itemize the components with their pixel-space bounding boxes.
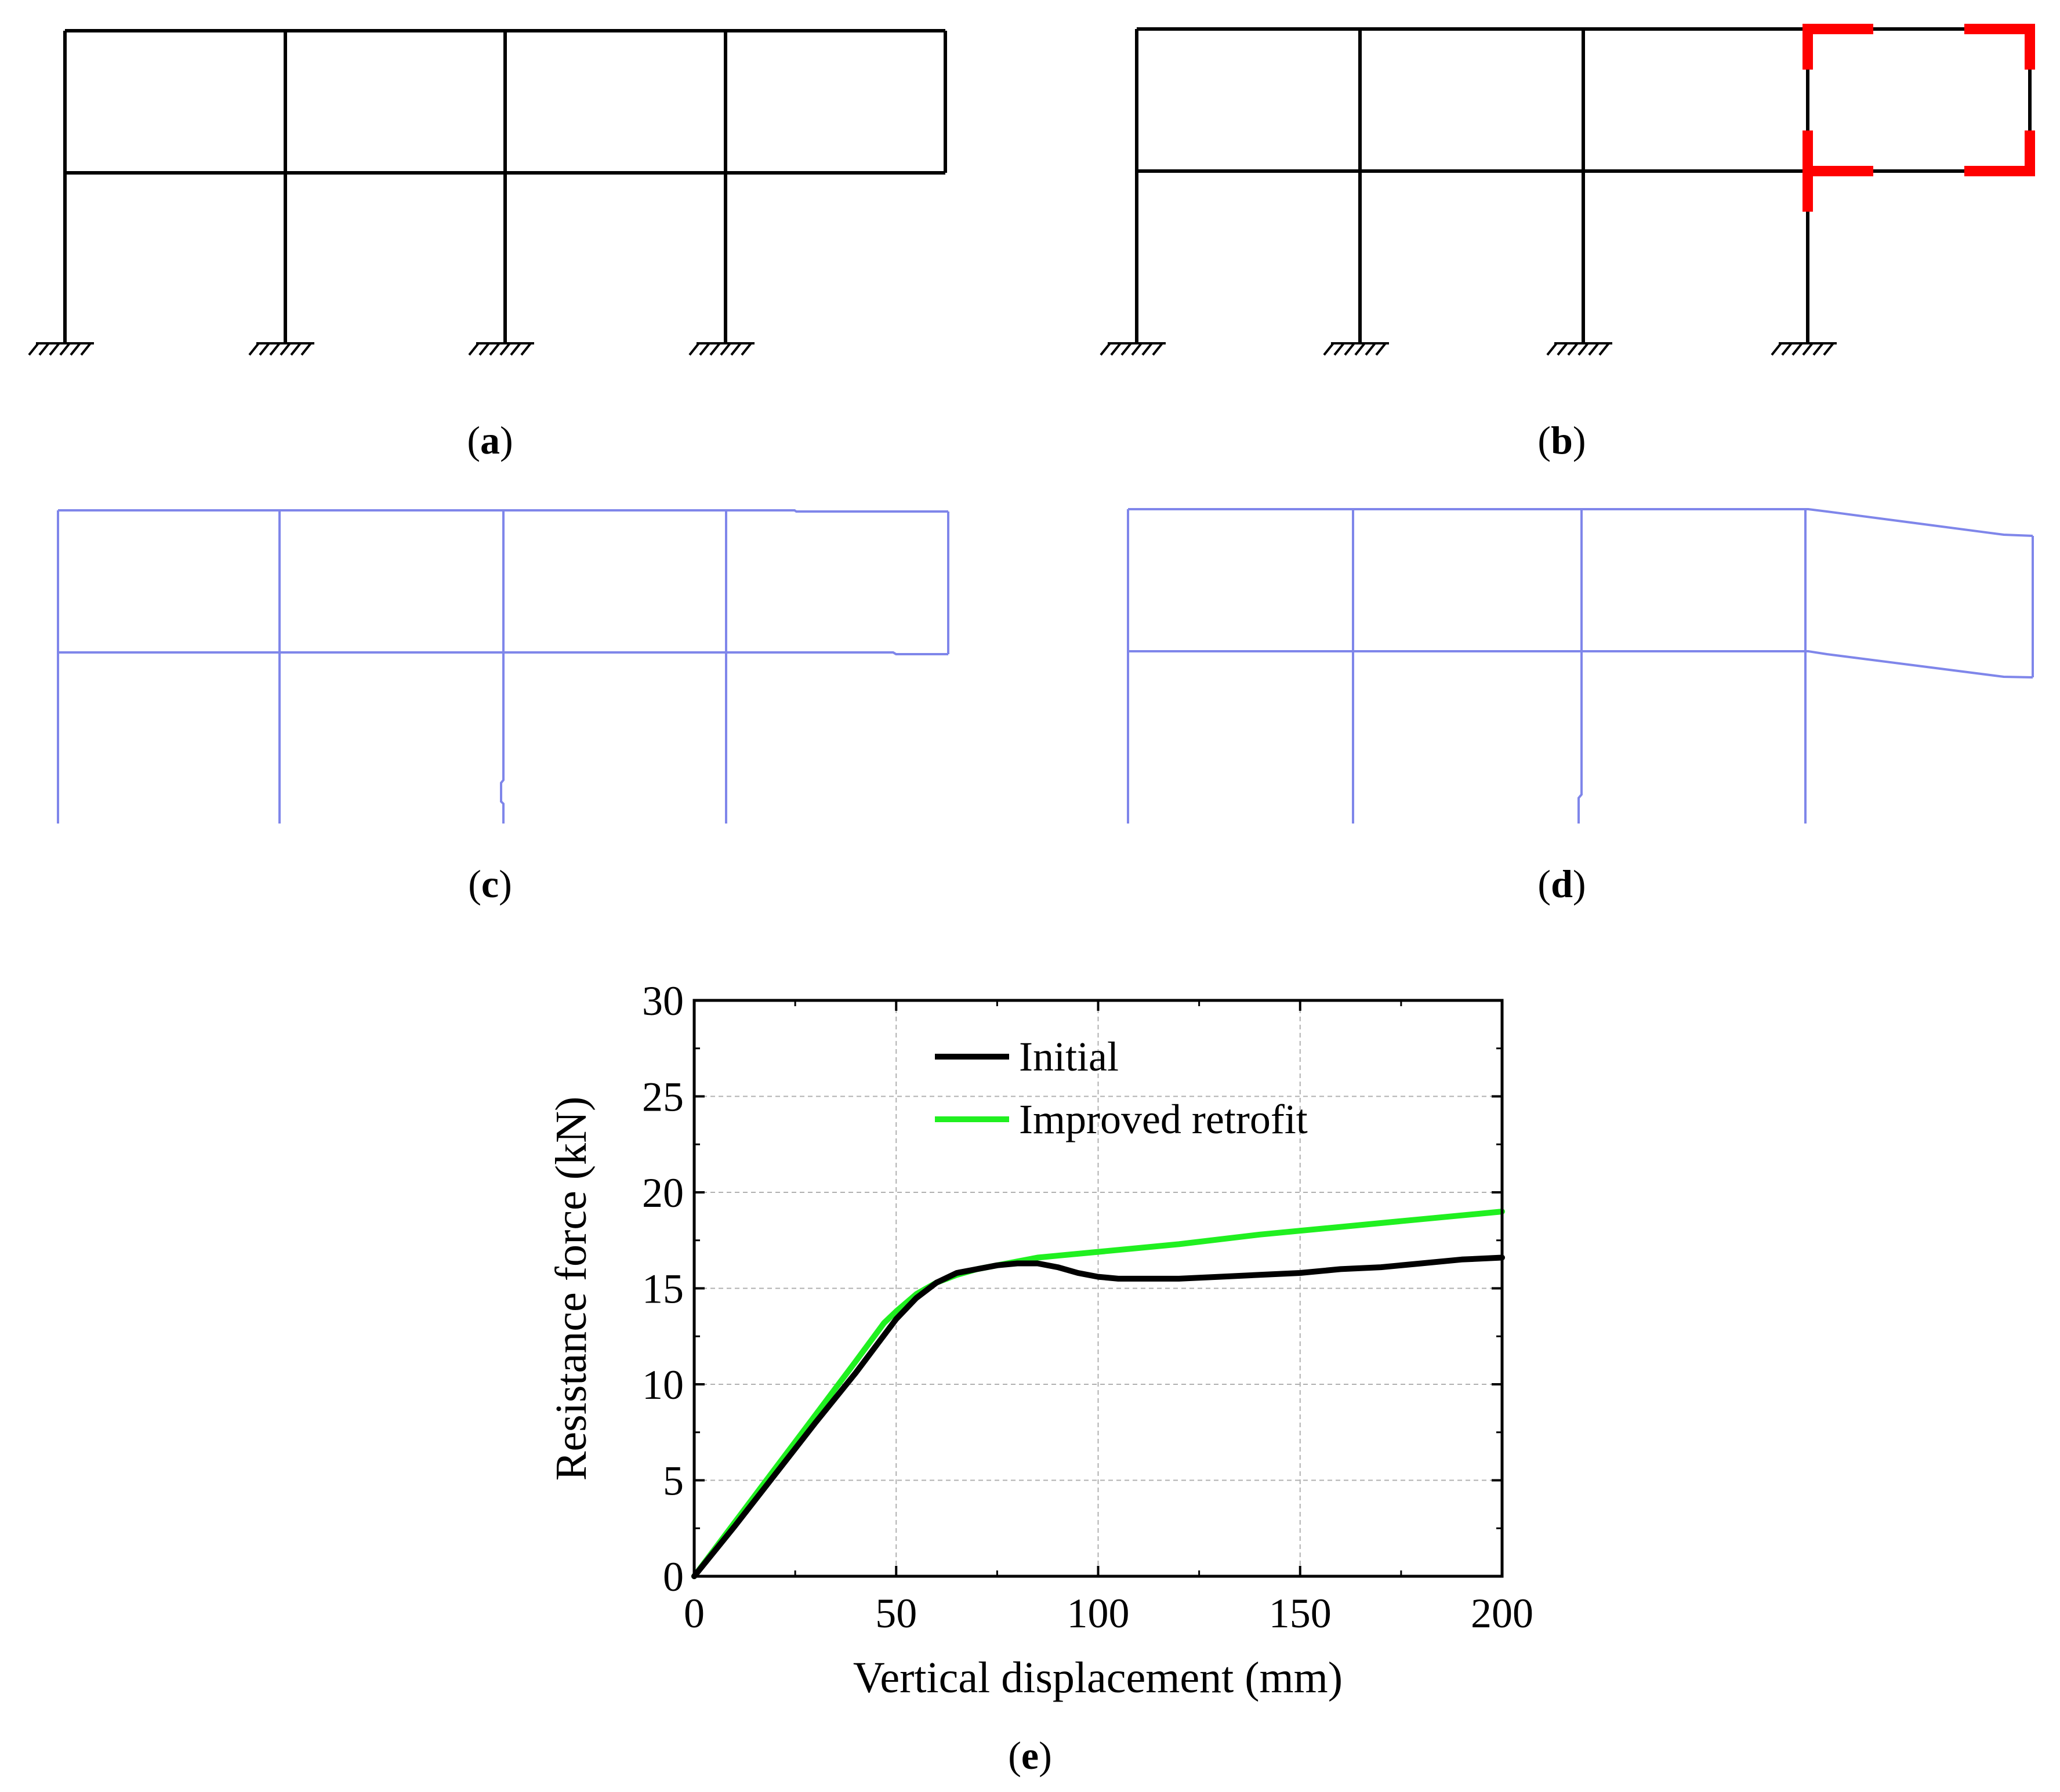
legend-label-improved-retrofit: Improved retrofit: [1019, 1096, 1308, 1142]
y-tick-label: 20: [642, 1170, 684, 1216]
x-tick-label: 0: [684, 1590, 705, 1637]
resistance-displacement-chart: 0 50 100 150 200 0 5 10 15 20 25 30 Vertical displa…: [547, 978, 1533, 1702]
panel-a-caption: (a): [467, 418, 513, 462]
deformed-c-column-3: [500, 510, 505, 824]
y-tick-label: 15: [642, 1266, 684, 1312]
deformed-d-column-3: [1577, 509, 1583, 824]
support-a-1: [28, 342, 94, 356]
retrofit-bracket-bottom-right: [1964, 130, 2035, 176]
panel-c-deformed-frame: [57, 509, 949, 824]
support-b-1: [1100, 342, 1166, 356]
panel-a-label: a: [480, 418, 500, 462]
panel-b-supports: [1100, 342, 1837, 356]
chart-ticks: [693, 999, 1503, 1577]
panel-b-retrofit-brackets: [1802, 24, 2035, 212]
retrofit-bracket-top-left: [1802, 24, 1873, 70]
series-line-initial: [691, 1254, 1505, 1579]
y-axis-title: Resistance force (kN): [547, 1097, 596, 1481]
y-tick-label: 25: [642, 1074, 684, 1120]
chart-tick-labels: 0 50 100 150 200 0 5 10 15 20 25 30: [642, 978, 1533, 1637]
deformed-c-top-beam: [58, 509, 948, 513]
legend-label-initial: Initial: [1019, 1033, 1119, 1080]
panel-d-caption: (d): [1537, 862, 1586, 906]
panel-e-caption: (e): [1008, 1733, 1052, 1778]
support-b-4: [1771, 342, 1837, 356]
panel-c-caption: (c): [468, 862, 512, 906]
chart-legend: Initial Improved retrofit: [935, 1033, 1308, 1142]
panel-d-label: d: [1551, 862, 1573, 906]
x-tick-label: 50: [875, 1590, 917, 1637]
support-a-3: [468, 342, 534, 356]
chart-grid: [694, 1000, 1502, 1576]
x-tick-label: 200: [1471, 1590, 1533, 1637]
retrofit-bracket-top-right: [1964, 24, 2035, 70]
support-a-2: [248, 342, 314, 356]
y-tick-label: 30: [642, 978, 684, 1024]
panel-e-label: e: [1021, 1733, 1039, 1778]
panel-b-label: b: [1551, 418, 1573, 462]
x-tick-label: 100: [1067, 1590, 1130, 1637]
x-tick-label: 150: [1269, 1590, 1332, 1637]
panel-b-frame-diagram: [1135, 27, 2032, 342]
y-tick-label: 0: [663, 1554, 684, 1600]
chart-series: [691, 1209, 1505, 1579]
panel-c-label: c: [481, 862, 499, 906]
panel-a-supports: [28, 342, 755, 356]
deformed-c-mid-beam: [58, 651, 948, 655]
panel-b-caption: (b): [1537, 418, 1586, 462]
x-axis-title: Vertical displacement (mm): [853, 1653, 1343, 1702]
panel-a-frame-diagram: [63, 29, 947, 342]
support-a-4: [688, 342, 755, 356]
y-tick-label: 10: [642, 1362, 684, 1408]
y-tick-label: 5: [663, 1458, 684, 1504]
panel-d-deformed-frame: [1127, 508, 2034, 824]
support-b-3: [1546, 342, 1612, 356]
support-b-2: [1323, 342, 1389, 356]
